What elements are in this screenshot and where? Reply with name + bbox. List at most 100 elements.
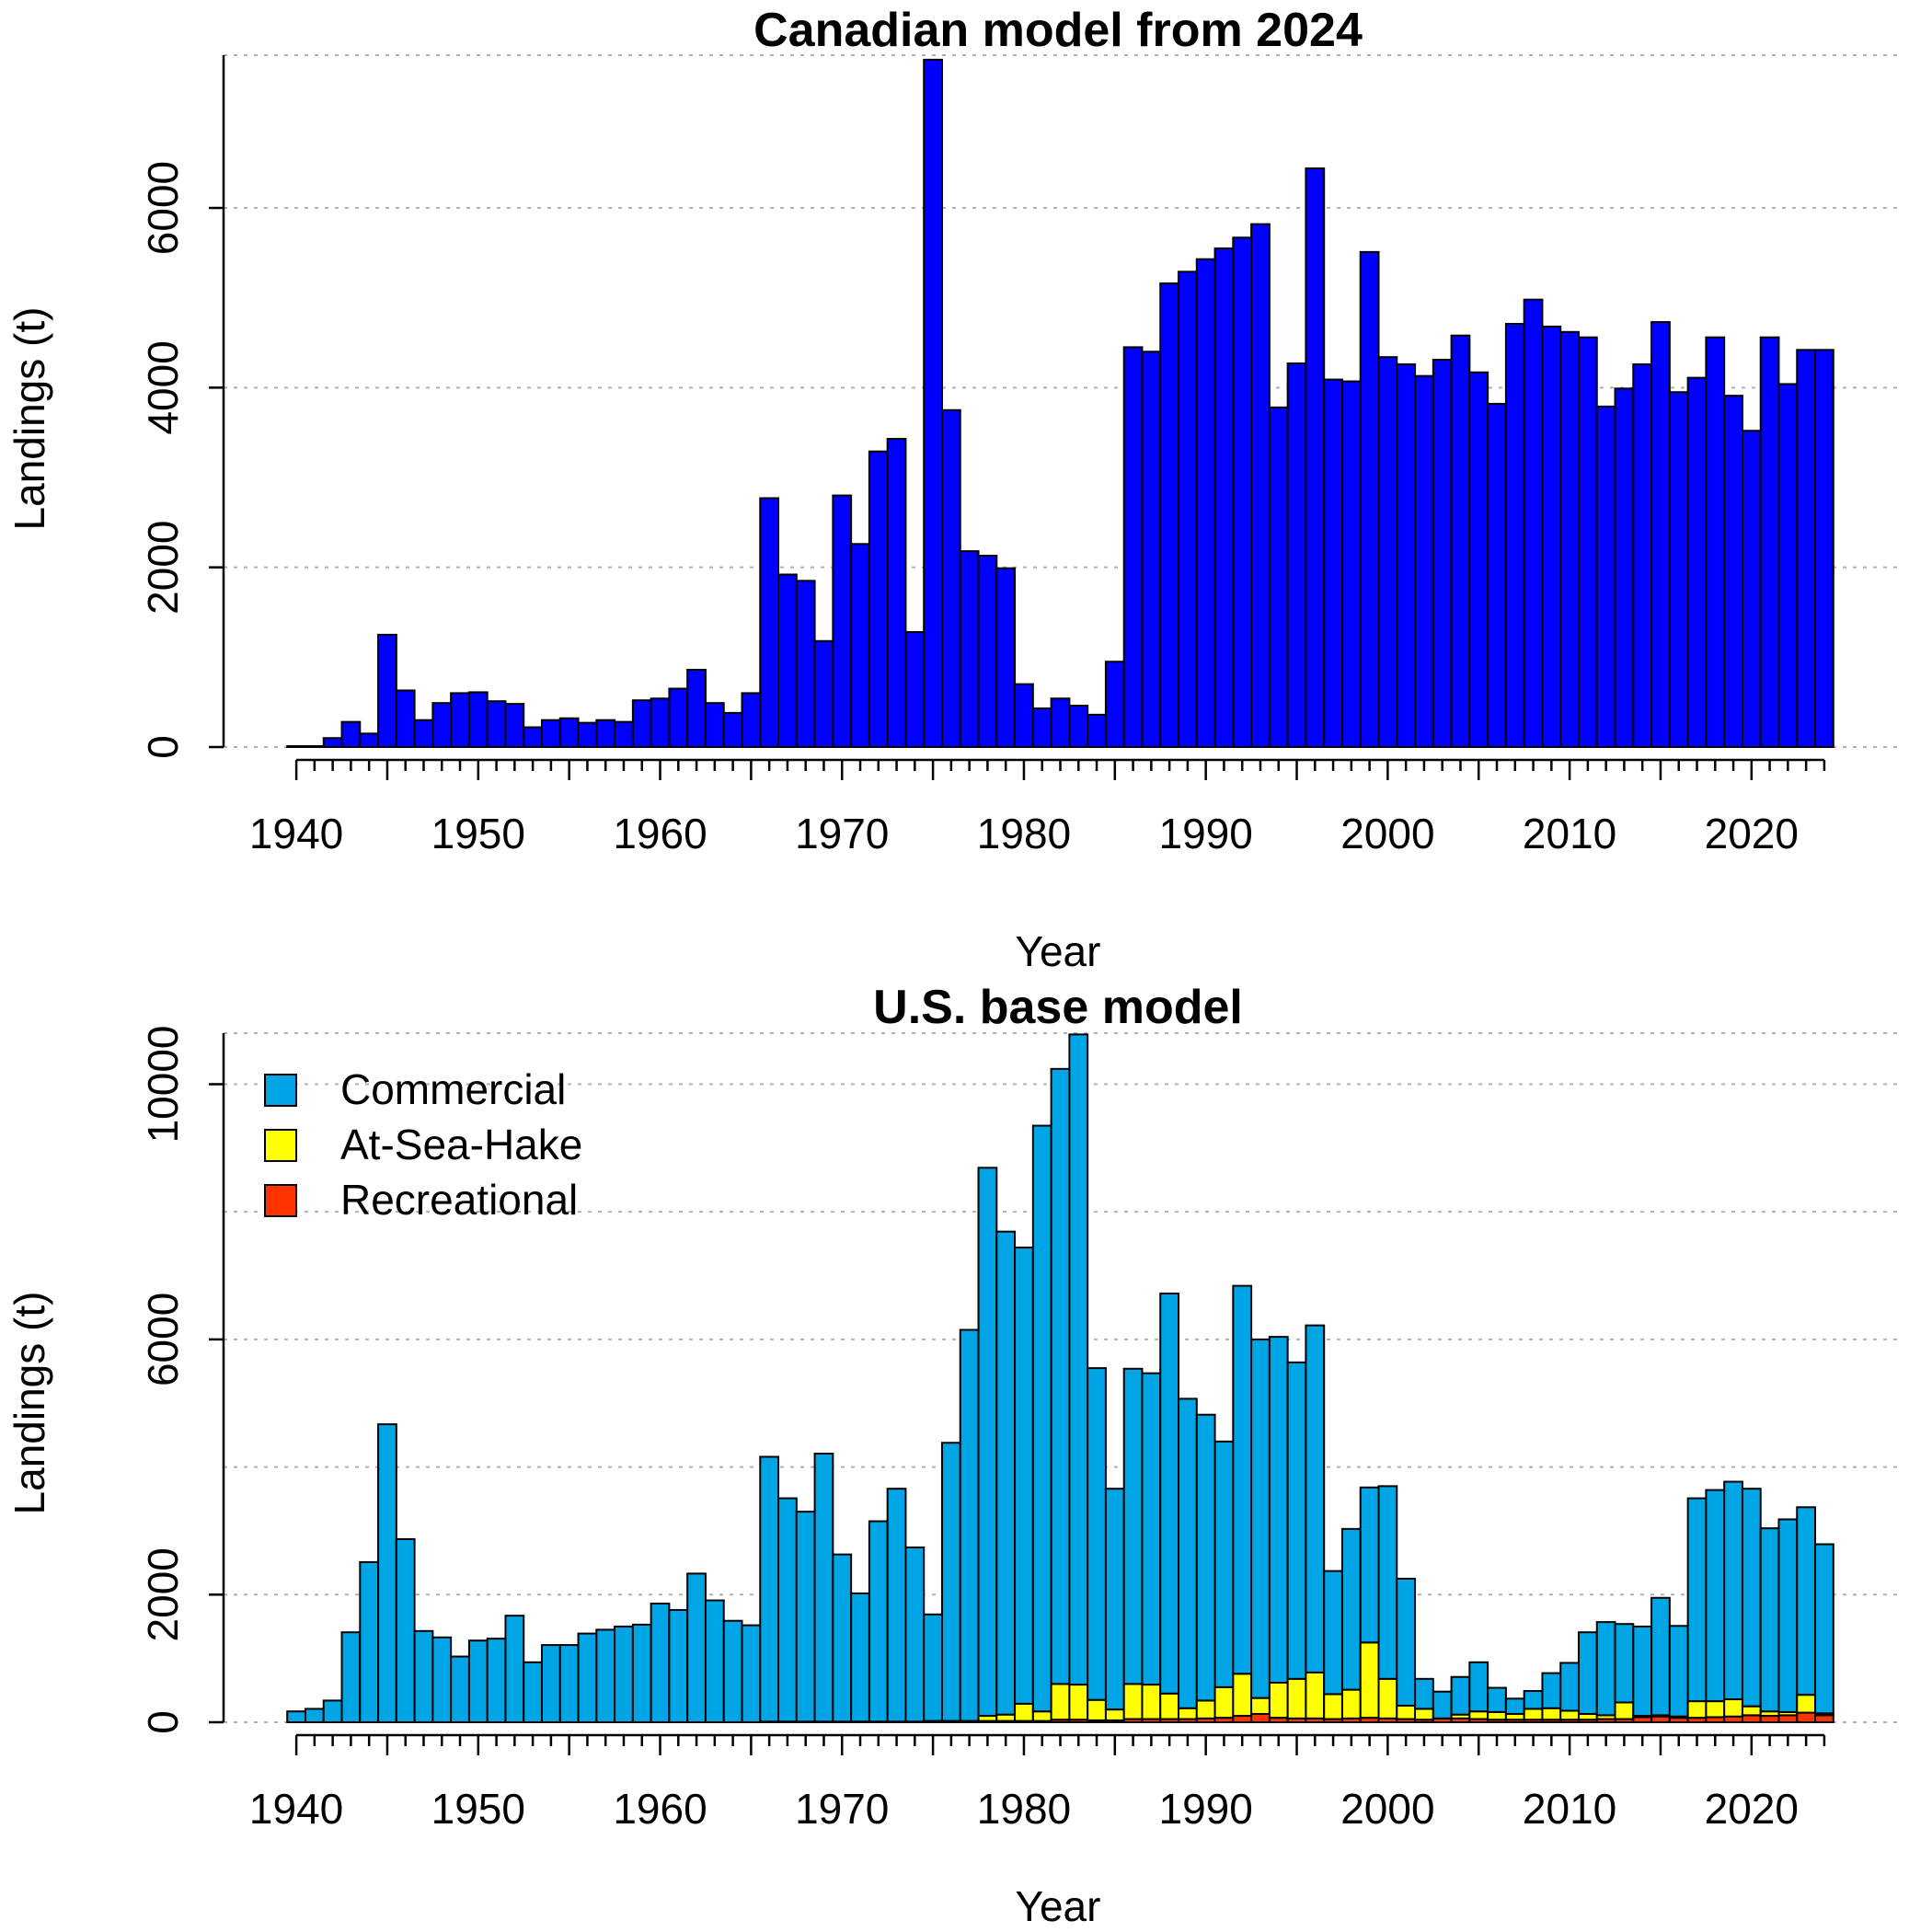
y-tick-label: 10000 <box>139 1026 187 1144</box>
x-tick-label: 1940 <box>249 1785 343 1833</box>
bar <box>1104 661 1125 748</box>
bar <box>614 720 634 748</box>
bar-at-sea-hake <box>1723 1698 1743 1718</box>
bar <box>1014 683 1034 748</box>
bar <box>850 543 870 749</box>
bar-commercial <box>1340 1527 1362 1691</box>
bar-commercial <box>1487 1686 1507 1713</box>
x-tick-label: 1950 <box>431 1785 525 1833</box>
bar <box>686 669 707 748</box>
bar-commercial <box>1414 1677 1434 1710</box>
bar-commercial <box>577 1632 598 1724</box>
bar-commercial <box>558 1644 580 1723</box>
bar <box>904 630 926 748</box>
bar-at-sea-hake <box>1323 1693 1343 1720</box>
bar-commercial <box>1523 1690 1544 1710</box>
bar-commercial <box>1705 1489 1726 1703</box>
bar <box>650 697 671 748</box>
bar-commercial <box>868 1520 889 1723</box>
bar-commercial <box>1268 1336 1289 1685</box>
bar-at-sea-hake <box>1523 1708 1544 1721</box>
bar-at-sea-hake <box>1377 1677 1398 1719</box>
bar <box>704 702 725 748</box>
bar-commercial <box>795 1511 816 1723</box>
bar-commercial <box>1577 1631 1598 1715</box>
bar <box>304 745 325 748</box>
bar-commercial <box>1796 1506 1817 1696</box>
bar <box>868 450 889 748</box>
bar <box>923 58 943 748</box>
bar-commercial <box>1286 1361 1307 1680</box>
bar-at-sea-hake <box>1414 1708 1434 1721</box>
x-axis-label-canadian: Year <box>1016 927 1101 975</box>
bar <box>1340 380 1362 748</box>
bar <box>1432 359 1453 748</box>
bar <box>832 494 853 749</box>
axes-us: 0 2000 6000 10000 1940 1950 1960 1970 1980 1990 20… <box>139 1026 1826 1833</box>
bar <box>1159 282 1180 748</box>
legend-swatch-recreational <box>264 1184 297 1217</box>
y-tick-label: 0 <box>139 735 187 759</box>
bar-recreational <box>1741 1714 1762 1724</box>
bar-recreational <box>1250 1712 1271 1723</box>
bar-commercial <box>1122 1367 1144 1685</box>
bars-us <box>286 1033 1834 1724</box>
bar-commercial <box>1614 1623 1635 1704</box>
x-tick-label: 1950 <box>431 810 525 857</box>
bar <box>1504 323 1525 748</box>
bar-commercial <box>1759 1527 1780 1713</box>
bar-at-sea-hake <box>1559 1709 1580 1721</box>
bar-commercial <box>904 1546 926 1723</box>
bar <box>1796 349 1817 748</box>
bar <box>1087 713 1107 748</box>
bar-commercial <box>1213 1440 1235 1688</box>
bar <box>1396 362 1417 748</box>
bar <box>1541 325 1562 748</box>
bar-commercial <box>886 1488 907 1723</box>
bar <box>595 719 616 748</box>
y-axis-label-canadian: Landings (t) <box>6 307 53 531</box>
bar <box>504 703 525 748</box>
bar-commercial <box>1450 1675 1471 1716</box>
y-tick-label: 2000 <box>139 1547 187 1641</box>
bar-commercial <box>1723 1480 1743 1701</box>
bar-commercial <box>486 1638 507 1723</box>
bar-commercial <box>813 1453 834 1723</box>
bar <box>486 700 507 748</box>
bar-commercial <box>1232 1284 1253 1675</box>
bar <box>1559 330 1580 748</box>
bar-recreational <box>1777 1714 1799 1724</box>
bar <box>1068 705 1089 748</box>
bar <box>395 689 416 748</box>
bar-at-sea-hake <box>1122 1683 1144 1720</box>
bar-commercial <box>1468 1661 1489 1713</box>
legend-label-commercial: Commercial <box>340 1065 566 1113</box>
bar <box>940 408 961 748</box>
x-tick-label: 1940 <box>249 810 343 857</box>
bar <box>377 633 397 748</box>
bar <box>1031 707 1052 748</box>
bar-commercial <box>1031 1124 1052 1713</box>
x-axis-label-us: Year <box>1016 1882 1101 1930</box>
y-tick-label: 4000 <box>139 340 187 434</box>
bar-commercial <box>777 1497 798 1723</box>
bar-at-sea-hake <box>1741 1705 1762 1717</box>
bar <box>467 691 489 748</box>
bar-commercial <box>359 1560 380 1724</box>
bar <box>813 639 834 748</box>
bar <box>1614 387 1635 748</box>
bar-commercial <box>668 1608 689 1724</box>
bar-at-sea-hake <box>1232 1673 1253 1718</box>
bar <box>1650 321 1671 748</box>
bar-commercial <box>722 1619 743 1724</box>
bar <box>1178 270 1198 749</box>
y-axis-label-us: Landings (t) <box>6 1292 53 1515</box>
bar-commercial <box>1359 1486 1380 1644</box>
bar-at-sea-hake <box>1159 1692 1180 1720</box>
bar <box>1305 167 1326 748</box>
x-tick-label: 2020 <box>1705 810 1799 857</box>
legend-swatch-commercial <box>264 1074 297 1107</box>
chart-title-us: U.S. base model <box>873 981 1243 1034</box>
bar-commercial <box>377 1423 397 1723</box>
bar <box>1487 402 1507 748</box>
